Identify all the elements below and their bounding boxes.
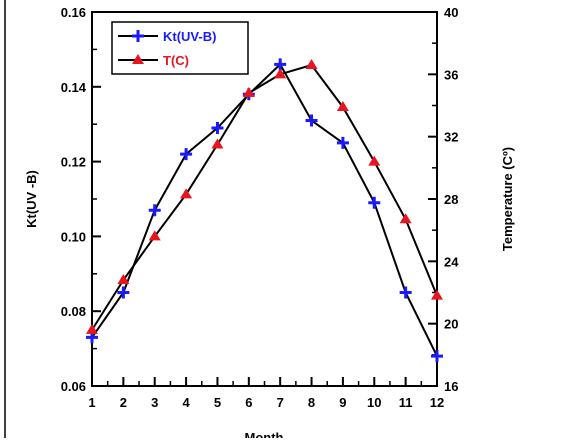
x-tick-label: 4 [182,395,190,410]
x-axis-title: Month [245,430,284,438]
y-left-tick-label: 0.14 [61,80,87,95]
x-axis: 1 2 3 4 5 6 7 8 9 10 11 12 [88,377,444,410]
x-tick-label: 5 [214,395,221,410]
kt-uvb-point [431,350,443,363]
temperature-point [399,213,412,224]
kt-uvb-point [117,286,130,299]
kt-uvb-point [148,204,161,217]
x-tick-label: 1 [88,395,95,410]
y-left-tick-label: 0.08 [61,304,86,319]
y-axis-right-title: Temperature (Cº) [500,147,515,251]
temperature-point [336,101,349,112]
kt-uvb-point [211,121,224,134]
legend-label-kt: Kt(UV-B) [163,29,216,44]
legend: Kt(UV-B) T(C) [111,21,249,75]
y-axis-left: 0.06 0.08 0.10 0.12 0.14 0.16 [61,5,101,394]
kt-uvb-point [180,148,193,161]
y-left-tick-label: 0.12 [61,155,86,170]
y-axis-right: 16 20 24 28 32 36 40 [428,5,459,394]
temperature-point [180,188,193,199]
temperature-point [242,87,255,98]
x-tick-label: 10 [367,395,381,410]
y-left-tick-label: 0.06 [61,379,86,394]
temperature-point [274,68,287,79]
temperature-point [368,155,381,166]
x-tick-label: 8 [308,395,315,410]
legend-label-temp: T(C) [163,53,189,68]
x-tick-label: 12 [430,395,444,410]
x-tick-label: 3 [151,395,158,410]
temperature-point [211,138,224,149]
temperature-point [86,323,98,334]
y-right-tick-label: 24 [444,254,459,269]
y-right-tick-label: 36 [444,67,458,82]
temperature-point [117,274,130,285]
x-tick-label: 9 [339,395,346,410]
y-axis-left-title: Kt(UV -B) [24,170,39,228]
y-left-tick-label: 0.16 [61,5,86,20]
legend-box [111,21,249,75]
kt-uvb-point [305,114,318,127]
x-tick-label: 6 [245,395,252,410]
y-right-tick-label: 20 [444,317,458,332]
x-tick-label: 11 [399,395,413,410]
y-right-tick-label: 28 [444,192,458,207]
series-line-kt-uvb [91,62,438,357]
series-layer [86,58,443,363]
series-line-temperature [91,63,438,331]
kt-uvb-point [368,196,381,209]
temperature-point [148,230,161,241]
x-tick-label: 2 [120,395,127,410]
kt-uvb-point [399,286,412,299]
y-right-tick-label: 32 [444,130,458,145]
y-left-tick-label: 0.10 [61,229,86,244]
y-right-tick-label: 40 [444,5,458,20]
y-right-tick-label: 16 [444,379,458,394]
legend-marker-kt [132,30,144,42]
temperature-point [431,289,443,300]
temperature-point [305,58,318,69]
legend-marker-temp [132,54,144,64]
x-tick-label: 7 [277,395,284,410]
kt-uvb-point [336,136,349,149]
